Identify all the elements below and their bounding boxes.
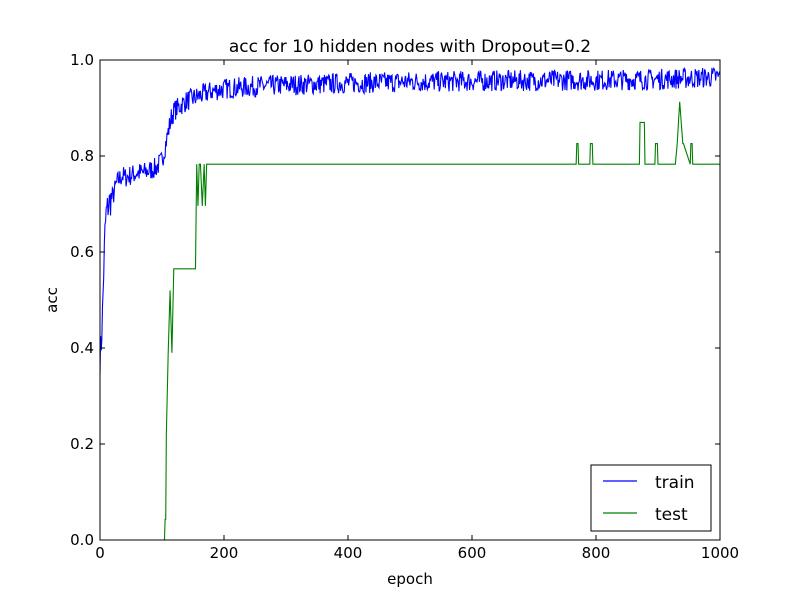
y-tick-label: 0.4 — [70, 339, 94, 357]
series-layer — [99, 66, 721, 541]
series-line-train — [99, 66, 721, 375]
legend-box — [590, 464, 712, 532]
y-tick-label: 0.2 — [70, 435, 94, 453]
x-tick-label: 0 — [95, 544, 105, 562]
legend: train test — [590, 464, 712, 532]
y-axis-label: acc — [43, 287, 61, 313]
chart-title: acc for 10 hidden nodes with Dropout=0.2 — [229, 37, 591, 57]
x-tick-label: 1000 — [701, 544, 739, 562]
y-tick-label: 0.6 — [70, 243, 94, 261]
x-axis-label: epoch — [387, 570, 433, 588]
y-tick-label: 0.0 — [70, 531, 94, 549]
x-tick-label: 400 — [334, 544, 363, 562]
y-tick-label: 0.8 — [70, 147, 94, 165]
series-line-test — [100, 101, 720, 541]
plot-frame — [99, 59, 721, 541]
x-tick-label: 800 — [582, 544, 611, 562]
y-tick-label: 1.0 — [70, 51, 94, 69]
x-tick-label: 200 — [210, 544, 239, 562]
x-tick-label: 600 — [458, 544, 487, 562]
legend-label-test: test — [655, 505, 688, 525]
legend-label-train: train — [655, 473, 695, 493]
tick-layer: 0 200 400 600 800 1000 0.0 0.2 0.4 0.6 0.8 1.0 — [70, 51, 739, 562]
